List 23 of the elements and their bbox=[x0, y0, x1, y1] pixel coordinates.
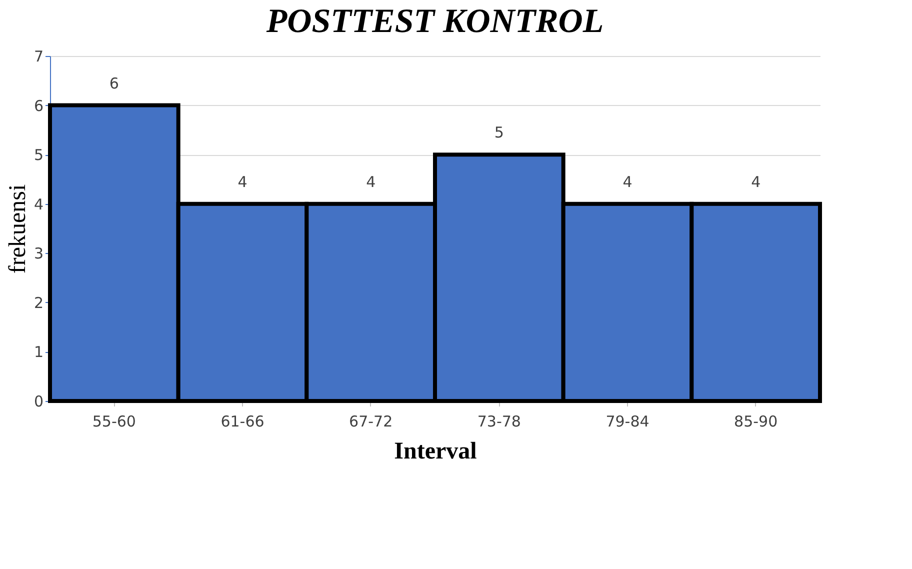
y-tick-label: 1 bbox=[34, 343, 44, 362]
x-tick-label: 67-72 bbox=[349, 412, 393, 430]
y-tick-label: 5 bbox=[34, 146, 44, 164]
y-axis-title: frekuensi bbox=[4, 184, 31, 274]
y-tick-label: 7 bbox=[34, 48, 44, 66]
x-tick-label: 55-60 bbox=[92, 412, 136, 430]
data-label: 4 bbox=[751, 172, 761, 191]
data-label: 4 bbox=[622, 172, 632, 191]
y-tick-label: 4 bbox=[34, 195, 44, 214]
y-tick-label: 3 bbox=[34, 244, 44, 263]
y-tick-label: 6 bbox=[34, 96, 44, 115]
chart-title: POSTTEST KONTROL bbox=[265, 3, 604, 40]
x-axis-title: Interval bbox=[394, 438, 478, 464]
x-tick-label: 61-66 bbox=[220, 412, 264, 430]
data-label: 4 bbox=[366, 172, 376, 191]
x-tick-label: 79-84 bbox=[606, 412, 650, 430]
x-tick-label: 73-78 bbox=[477, 412, 521, 430]
x-tick-label: 85-90 bbox=[734, 412, 778, 430]
data-label: 5 bbox=[494, 124, 504, 142]
y-tick-label: 2 bbox=[34, 294, 44, 312]
y-tick-label: 0 bbox=[34, 392, 44, 410]
data-label: 4 bbox=[238, 172, 248, 191]
data-label: 6 bbox=[109, 74, 119, 92]
